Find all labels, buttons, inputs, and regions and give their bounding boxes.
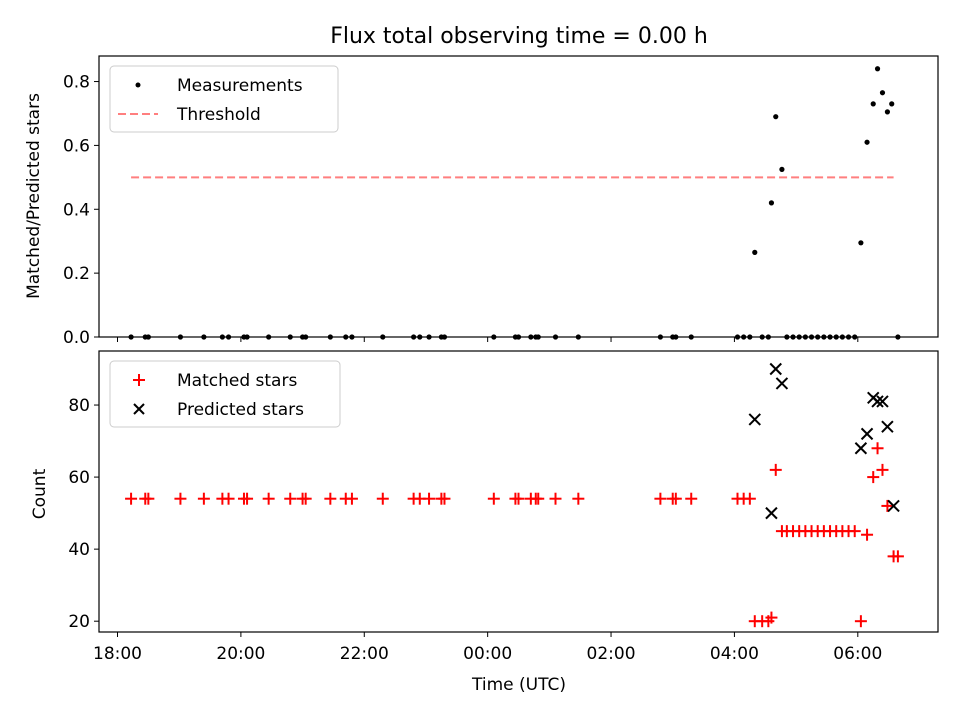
predicted-star-point — [881, 420, 894, 433]
ratio-y-tick-label: 0.8 — [63, 73, 90, 93]
matched-star-point — [549, 492, 562, 505]
count-plot-area — [125, 362, 904, 628]
matched-star-point — [871, 442, 884, 455]
matched-star-point — [284, 492, 297, 505]
predicted-star-point — [769, 362, 782, 376]
ratio-legend-box — [109, 65, 339, 133]
ratio-legend: Measurements Threshold — [109, 65, 339, 133]
count-axes-frame — [98, 350, 939, 633]
count-y-axis-label: Count — [30, 468, 50, 519]
matched-star-point — [685, 492, 698, 505]
x-axis-label: Time (UTC) — [471, 675, 566, 695]
matched-star-point — [174, 492, 187, 505]
matched-star-point — [142, 492, 155, 505]
predicted-star-point — [765, 506, 778, 520]
matched-star-point — [345, 492, 358, 505]
matched-star-point — [197, 492, 210, 505]
measurement-point — [889, 101, 895, 107]
matched-star-point — [891, 550, 904, 563]
x-tick-label: 04:00 — [710, 644, 759, 664]
ratio-panel: 0.00.20.40.60.8 Matched/Predicted stars … — [24, 55, 939, 348]
threshold-legend-label: Threshold — [176, 105, 261, 125]
matched-star-point — [487, 492, 500, 505]
matched-star-point — [512, 492, 525, 505]
count-panel: 20 40 60 80 18:00 20:00 22:00 00:00 02:00 04:00 0… — [30, 350, 939, 695]
matched-stars-legend-label: Matched stars — [177, 371, 297, 391]
ratio-y-axis-label: Matched/Predicted stars — [24, 93, 44, 299]
matched-star-point — [241, 492, 254, 505]
matched-star-point — [262, 492, 275, 505]
count-legend-box — [109, 360, 341, 428]
matched-star-point — [376, 492, 389, 505]
predicted-star-point — [748, 413, 761, 426]
count-y-tick-label: 40 — [68, 540, 90, 560]
matched-star-point — [743, 492, 756, 505]
x-tick-label: 20:00 — [216, 644, 265, 664]
predicted-star-point — [887, 499, 900, 513]
count-y-tick-label: 20 — [68, 612, 90, 632]
matched-star-point — [861, 528, 874, 541]
predicted-star-point — [854, 442, 868, 455]
matched-star-point — [669, 492, 682, 505]
measurement-point — [874, 66, 881, 72]
matched-stars-legend-marker — [133, 374, 145, 386]
matched-star-point — [299, 492, 312, 505]
predicted-star-point — [775, 377, 789, 390]
matched-star-point — [765, 611, 778, 624]
matched-star-point — [867, 471, 880, 484]
matched-star-point — [125, 492, 138, 505]
matched-star-point — [572, 492, 585, 505]
ratio-y-ticks: 0.0 0.2 0.4 0.6 0.8 — [63, 73, 99, 348]
matched-star-point — [881, 499, 894, 512]
measurement-point — [870, 101, 876, 107]
matched-star-point — [854, 615, 867, 628]
x-tick-label: 00:00 — [463, 644, 512, 664]
measurement-point — [864, 139, 870, 145]
predicted-stars-legend-label: Predicted stars — [177, 400, 304, 420]
predicted-star-point — [876, 395, 889, 408]
ratio-axes-frame — [98, 55, 939, 338]
count-y-tick-label: 80 — [68, 396, 90, 416]
measurement-point — [884, 109, 891, 115]
measurement-point — [779, 166, 785, 172]
matched-star-point — [532, 492, 545, 505]
x-tick-label: 02:00 — [587, 644, 636, 664]
matched-star-point — [654, 492, 667, 505]
matched-star-point — [876, 463, 889, 476]
measurements-legend-marker — [135, 82, 141, 88]
matched-star-point — [222, 492, 235, 505]
matched-star-point — [438, 492, 451, 505]
matched-star-point — [324, 492, 337, 505]
predicted-star-point — [871, 395, 884, 408]
measurement-point — [773, 114, 779, 120]
x-tick-label: 06:00 — [833, 644, 882, 664]
matched-star-point — [423, 492, 436, 505]
ratio-y-tick-label: 0.0 — [63, 328, 90, 348]
predicted-stars-legend-marker — [133, 403, 145, 415]
measurement-point — [768, 200, 775, 206]
ratio-x-ticks — [117, 337, 859, 342]
count-y-tick-label: 60 — [68, 468, 90, 488]
x-tick-label: 22:00 — [340, 644, 389, 664]
ratio-plot-area — [128, 66, 901, 340]
figure-title: Flux total observing time = 0.00 h — [330, 24, 708, 49]
count-x-ticks: 18:00 20:00 22:00 00:00 02:00 04:00 06:00 — [93, 632, 882, 664]
ratio-y-tick-label: 0.4 — [63, 200, 90, 220]
measurement-point — [752, 249, 758, 255]
count-legend: Matched stars Predicted stars — [109, 360, 341, 428]
measurement-point — [858, 240, 864, 246]
ratio-y-tick-label: 0.6 — [63, 136, 90, 156]
matched-star-point — [848, 525, 861, 538]
ratio-y-tick-label: 0.2 — [63, 264, 90, 284]
predicted-star-point — [860, 427, 874, 441]
measurements-legend-label: Measurements — [177, 76, 303, 96]
measurement-point — [879, 90, 886, 96]
matched-star-point — [769, 463, 782, 476]
x-tick-label: 18:00 — [93, 644, 142, 664]
count-y-ticks: 20 40 60 80 — [68, 396, 99, 632]
